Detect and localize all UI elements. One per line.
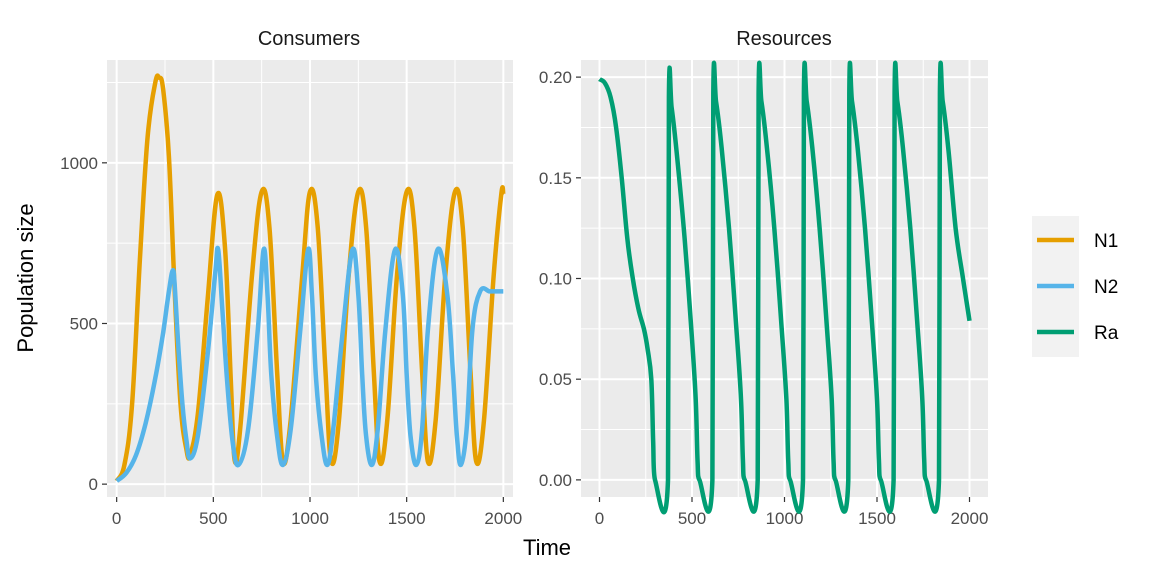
y-tick-label: 0.10 [539,270,572,289]
panel-resources: Resources 0 500 1000 1500 2000 0.00 0.05 0.10 0.… [539,28,989,528]
y-tick-label: 500 [70,314,98,333]
axis-ticks: 0 500 1000 1500 2000 0.00 0.05 0.10 0.15 0.20 [539,68,989,528]
y-tick-label: 1000 [60,154,98,173]
y-tick-label: 0 [89,475,98,494]
x-tick-label: 1500 [388,509,426,528]
series-line-N2 [115,245,504,483]
legend-label-Ra: Ra [1094,323,1119,344]
x-tick-label: 500 [678,509,706,528]
x-tick-label: 0 [595,509,604,528]
facet-title-consumers: Consumers [258,28,360,50]
axis-ticks: 0 500 1000 1500 2000 0 500 1000 [60,154,522,528]
x-tick-label: 1000 [766,509,804,528]
facet-title-resources: Resources [736,28,832,50]
y-tick-label: 0.15 [539,169,572,188]
panel-consumers: Consumers 0 500 1000 1500 2000 0 500 1000 [60,28,522,528]
x-tick-label: 2000 [951,509,989,528]
series-line-Ra [598,60,972,515]
legend-label-N1: N1 [1094,231,1118,252]
x-axis-title: Time [523,535,571,560]
x-tick-label: 0 [112,509,121,528]
y-tick-label: 0.00 [539,471,572,490]
y-tick-label: 0.20 [539,68,572,87]
y-axis-title: Population size [13,203,38,352]
x-tick-label: 1500 [858,509,896,528]
legend: N1 N2 Ra [1032,216,1119,357]
series-lines [598,60,972,515]
x-tick-label: 500 [199,509,227,528]
series-lines [114,73,506,483]
x-tick-label: 2000 [484,509,522,528]
legend-label-N2: N2 [1094,277,1118,298]
x-tick-label: 1000 [291,509,329,528]
y-tick-label: 0.05 [539,370,572,389]
